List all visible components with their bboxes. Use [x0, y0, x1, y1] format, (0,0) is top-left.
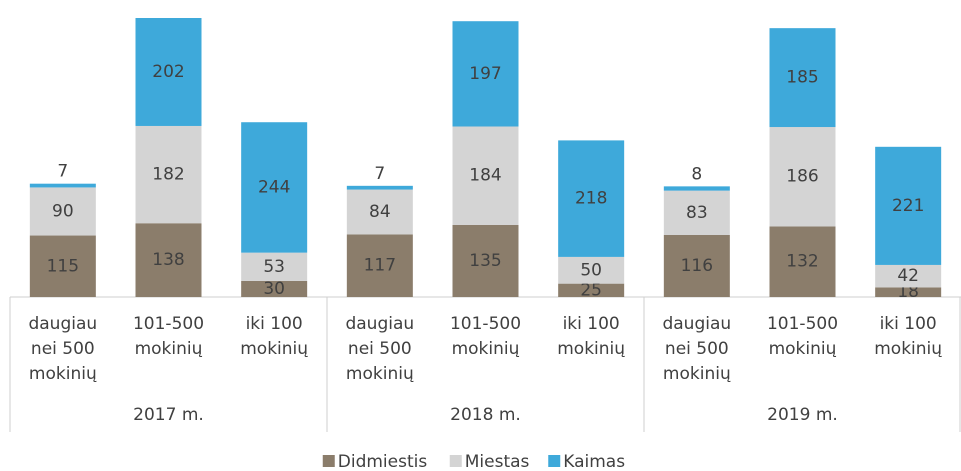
bar-segment — [135, 223, 202, 297]
x-tick-label: daugiau nei 500 mokinių — [662, 314, 732, 384]
bar-segment — [29, 183, 96, 188]
data-label: 218 — [575, 189, 607, 209]
bar-segment — [875, 264, 942, 288]
data-label: 116 — [681, 256, 713, 276]
data-label: 184 — [469, 166, 501, 186]
bar-segment — [663, 235, 730, 297]
data-label: 202 — [152, 62, 184, 82]
bar-segment — [241, 252, 308, 281]
bar-segment — [452, 224, 519, 297]
x-tick-label: iki 100 mokinių — [874, 314, 943, 359]
bar-segment — [346, 185, 413, 190]
legend-swatch — [322, 455, 335, 467]
data-label: 90 — [52, 201, 74, 221]
bar-segment — [769, 28, 836, 128]
data-label: 50 — [580, 260, 602, 280]
data-label: 221 — [892, 196, 924, 216]
data-label: 138 — [152, 250, 184, 270]
bar-segment — [769, 226, 836, 297]
data-label: 186 — [786, 167, 818, 187]
bar-segment — [135, 125, 202, 224]
data-label: 83 — [686, 203, 708, 223]
bar-segment — [452, 21, 519, 127]
x-tick-label: daugiau nei 500 mokinių — [345, 314, 415, 384]
bar-segment — [346, 234, 413, 297]
bar-segment — [663, 186, 730, 191]
data-label: 182 — [152, 165, 184, 185]
data-label: 7 — [374, 164, 385, 184]
group-label: 2018 m. — [450, 405, 521, 425]
data-label: 8 — [691, 164, 702, 184]
bar-segment — [769, 127, 836, 227]
legend-swatch — [449, 455, 462, 467]
bar-segment — [346, 189, 413, 235]
bar-segment — [241, 122, 308, 253]
legend-swatch — [548, 455, 561, 467]
data-label: 7 — [57, 162, 68, 182]
data-label: 185 — [786, 68, 818, 88]
bar-segment — [452, 126, 519, 225]
data-label: 30 — [263, 279, 285, 299]
x-tick-label: 101-500 mokinių — [766, 314, 839, 359]
data-label: 115 — [47, 256, 79, 276]
bar-segment — [135, 18, 202, 126]
x-tick-label: 101-500 mokinių — [449, 314, 522, 359]
x-tick-label: iki 100 mokinių — [557, 314, 626, 359]
data-label: 53 — [263, 257, 285, 277]
legend-label: Miestas — [465, 452, 530, 471]
data-label: 84 — [369, 202, 391, 222]
data-label: 135 — [469, 251, 501, 271]
bar-segment — [875, 287, 942, 297]
group-label: 2017 m. — [133, 405, 204, 425]
x-tick-label: daugiau nei 500 mokinių — [28, 314, 98, 384]
data-label: 25 — [580, 280, 602, 300]
data-label: 197 — [469, 64, 501, 84]
bar-segment — [875, 146, 942, 265]
bar-segment — [29, 187, 96, 236]
bar-segment — [558, 256, 625, 284]
data-label: 42 — [897, 266, 919, 286]
bar-segment — [558, 140, 625, 257]
data-label: 132 — [786, 252, 818, 272]
bar-segment — [558, 283, 625, 297]
bar-segment — [663, 190, 730, 235]
data-label: 117 — [364, 256, 396, 276]
x-tick-label: iki 100 mokinių — [240, 314, 309, 359]
bar-segment — [29, 235, 96, 297]
x-tick-label: 101-500 mokinių — [132, 314, 205, 359]
legend-label: Didmiestis — [338, 452, 428, 471]
group-label: 2019 m. — [767, 405, 838, 425]
legend-label: Kaimas — [563, 452, 625, 471]
bar-segment — [241, 280, 308, 297]
data-label: 244 — [258, 177, 290, 197]
